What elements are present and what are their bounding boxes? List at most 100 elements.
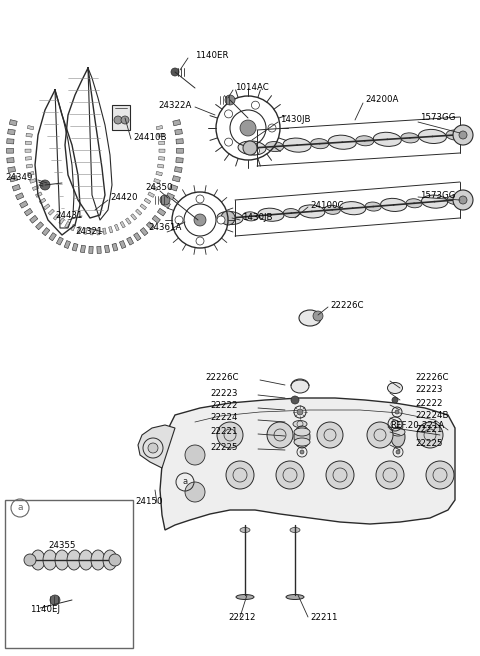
Ellipse shape — [291, 379, 309, 393]
Circle shape — [267, 422, 293, 448]
Ellipse shape — [55, 550, 69, 570]
Polygon shape — [160, 398, 455, 530]
Circle shape — [24, 554, 36, 566]
Text: 24350: 24350 — [145, 184, 172, 192]
Circle shape — [160, 195, 170, 205]
Polygon shape — [72, 243, 78, 251]
Circle shape — [317, 422, 343, 448]
Polygon shape — [175, 129, 182, 135]
Circle shape — [196, 195, 204, 203]
Polygon shape — [156, 125, 163, 130]
Polygon shape — [24, 209, 33, 216]
Circle shape — [268, 124, 276, 132]
Circle shape — [109, 554, 121, 566]
Ellipse shape — [294, 438, 310, 446]
Circle shape — [313, 311, 323, 321]
Polygon shape — [9, 119, 17, 126]
Circle shape — [453, 125, 473, 145]
Polygon shape — [166, 193, 174, 200]
Polygon shape — [108, 226, 113, 233]
Ellipse shape — [299, 205, 325, 218]
Polygon shape — [39, 198, 46, 204]
Circle shape — [417, 422, 443, 448]
Circle shape — [40, 180, 50, 190]
Ellipse shape — [311, 138, 329, 149]
Polygon shape — [7, 148, 13, 154]
Polygon shape — [177, 148, 183, 154]
Circle shape — [326, 461, 354, 489]
Polygon shape — [25, 149, 31, 152]
Text: 24361A: 24361A — [148, 224, 181, 232]
Polygon shape — [36, 192, 42, 197]
Ellipse shape — [91, 550, 105, 570]
Text: 22211: 22211 — [310, 613, 337, 623]
Text: 24321: 24321 — [75, 228, 103, 237]
Polygon shape — [140, 228, 148, 236]
Polygon shape — [25, 157, 32, 160]
Polygon shape — [152, 215, 160, 223]
Polygon shape — [162, 201, 170, 208]
Ellipse shape — [324, 205, 340, 215]
Polygon shape — [7, 138, 14, 144]
Polygon shape — [64, 241, 71, 249]
Polygon shape — [71, 224, 75, 231]
Text: 22222: 22222 — [210, 401, 238, 411]
Ellipse shape — [79, 550, 93, 570]
Circle shape — [396, 450, 400, 454]
Circle shape — [291, 396, 299, 404]
FancyBboxPatch shape — [5, 500, 133, 648]
Text: a: a — [17, 504, 23, 512]
Polygon shape — [26, 133, 32, 137]
Text: 24349: 24349 — [5, 173, 32, 182]
Polygon shape — [97, 246, 101, 253]
Polygon shape — [176, 138, 183, 144]
Ellipse shape — [356, 136, 374, 146]
Ellipse shape — [447, 195, 463, 205]
Polygon shape — [125, 218, 131, 224]
Circle shape — [225, 138, 233, 146]
Polygon shape — [127, 237, 133, 245]
Polygon shape — [157, 164, 164, 168]
Polygon shape — [138, 425, 175, 468]
Text: 24420: 24420 — [110, 194, 137, 203]
Text: 22221: 22221 — [210, 428, 238, 436]
Polygon shape — [59, 218, 64, 224]
Polygon shape — [135, 209, 142, 215]
Circle shape — [252, 147, 259, 155]
Polygon shape — [26, 164, 33, 168]
Ellipse shape — [387, 382, 403, 394]
Polygon shape — [175, 167, 182, 173]
Ellipse shape — [446, 130, 464, 140]
Text: 22225: 22225 — [210, 443, 238, 451]
Polygon shape — [25, 141, 31, 144]
Ellipse shape — [381, 198, 407, 211]
Ellipse shape — [290, 527, 300, 533]
Text: 22226C: 22226C — [415, 373, 448, 382]
Polygon shape — [7, 157, 14, 163]
Ellipse shape — [240, 527, 250, 533]
Circle shape — [50, 595, 60, 605]
Polygon shape — [172, 176, 180, 182]
Polygon shape — [97, 229, 100, 235]
Polygon shape — [140, 204, 146, 210]
Text: 24100C: 24100C — [310, 201, 344, 209]
Circle shape — [367, 422, 393, 448]
Text: 1573GG: 1573GG — [420, 190, 456, 199]
Polygon shape — [27, 125, 34, 130]
Polygon shape — [80, 245, 85, 253]
Polygon shape — [103, 228, 106, 234]
Text: 1014AC: 1014AC — [235, 83, 269, 92]
Polygon shape — [89, 246, 93, 253]
Ellipse shape — [328, 135, 356, 150]
Text: 1430JB: 1430JB — [242, 213, 273, 222]
Circle shape — [185, 482, 205, 502]
Polygon shape — [15, 193, 24, 200]
Text: 22226C: 22226C — [330, 300, 363, 310]
Circle shape — [243, 141, 257, 155]
Ellipse shape — [293, 420, 307, 428]
Polygon shape — [131, 214, 137, 220]
Text: 22223: 22223 — [210, 388, 238, 398]
Ellipse shape — [294, 428, 310, 436]
Text: 24322A: 24322A — [158, 100, 192, 110]
Circle shape — [226, 461, 254, 489]
